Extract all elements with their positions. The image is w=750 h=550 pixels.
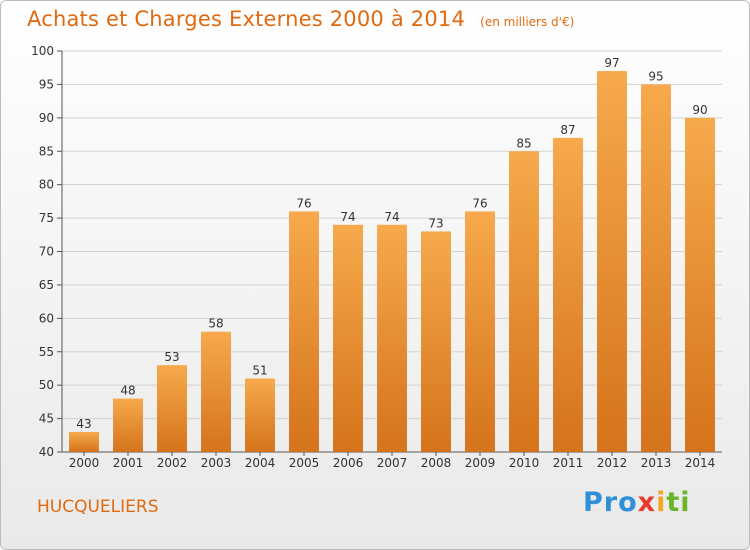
data-label: 76 [472, 196, 487, 210]
data-label: 58 [208, 317, 223, 331]
bar-2010 [509, 151, 539, 452]
x-tick-label: 2005 [289, 456, 320, 470]
y-tick-label: 90 [39, 111, 54, 125]
bars [69, 71, 715, 453]
y-tick-label: 45 [39, 412, 54, 426]
bar-2008 [421, 231, 451, 452]
x-tick-label: 2007 [377, 456, 408, 470]
axes: 40 45 50 55 60 65 70 75 80 85 90 95 100 2000 2001 2002 2… [31, 44, 722, 470]
bar-2005 [289, 211, 319, 452]
x-tick-label: 2011 [553, 456, 584, 470]
y-tick-label: 80 [39, 178, 54, 192]
logo-part-3: i [656, 487, 667, 518]
bar-2003 [201, 331, 231, 452]
bar-2009 [465, 211, 495, 452]
y-tick-label: 55 [39, 345, 54, 359]
bar-2000 [69, 431, 99, 452]
x-tick-label: 2000 [69, 456, 100, 470]
x-tick-label: 2010 [509, 456, 540, 470]
bar-2006 [333, 224, 363, 452]
y-tick-label: 50 [39, 378, 54, 392]
data-label: 97 [604, 56, 619, 70]
bar-2001 [113, 398, 143, 452]
data-label: 95 [648, 69, 663, 83]
data-label: 74 [384, 210, 399, 224]
x-tick-label: 2006 [333, 456, 364, 470]
y-tick-label: 95 [39, 77, 54, 91]
data-label: 43 [76, 417, 91, 431]
data-label: 76 [296, 196, 311, 210]
data-label: 87 [560, 123, 575, 137]
bar-2011 [553, 137, 583, 452]
bar-2007 [377, 224, 407, 452]
y-tick-label: 40 [39, 445, 54, 459]
chart-title: Achats et Charges Externes 2000 à 2014 [27, 7, 466, 31]
data-label: 85 [516, 136, 531, 150]
bar-2004 [245, 378, 275, 452]
x-tick-label: 2002 [157, 456, 188, 470]
bar-2013 [641, 84, 671, 453]
bar-2014 [685, 117, 715, 452]
data-label: 73 [428, 216, 443, 230]
y-tick-label: 75 [39, 211, 54, 225]
data-label: 53 [164, 350, 179, 364]
bar-2012 [597, 71, 627, 453]
data-label: 51 [252, 363, 267, 377]
chart-subtitle: (en milliers d'€) [480, 15, 575, 29]
bar-2002 [157, 365, 187, 452]
x-tick-label: 2014 [685, 456, 716, 470]
x-tick-label: 2001 [113, 456, 144, 470]
logo-part-1: Pro [583, 487, 638, 518]
y-tick-label: 65 [39, 278, 54, 292]
x-tick-label: 2003 [201, 456, 232, 470]
data-label: 48 [120, 384, 135, 398]
logo-part-4: ti [666, 487, 691, 518]
title-row: Achats et Charges Externes 2000 à 2014 (… [27, 7, 574, 31]
x-tick-label: 2008 [421, 456, 452, 470]
labels: 43 48 53 58 51 76 74 74 73 76 85 87 97 95 90 [76, 56, 707, 431]
x-tick-label: 2004 [245, 456, 276, 470]
data-label: 90 [692, 103, 707, 117]
proxiti-logo[interactable]: Proxiti [583, 487, 691, 518]
commune-name: HUCQUELIERS [37, 497, 159, 517]
y-tick-label: 60 [39, 311, 54, 325]
data-label: 74 [340, 210, 355, 224]
y-tick-label: 70 [39, 245, 54, 259]
logo-part-2: x [637, 487, 657, 518]
x-tick-label: 2012 [597, 456, 628, 470]
x-tick-label: 2013 [641, 456, 672, 470]
y-tick-label: 85 [39, 144, 54, 158]
y-tick-label: 100 [31, 44, 54, 58]
x-tick-label: 2009 [465, 456, 496, 470]
